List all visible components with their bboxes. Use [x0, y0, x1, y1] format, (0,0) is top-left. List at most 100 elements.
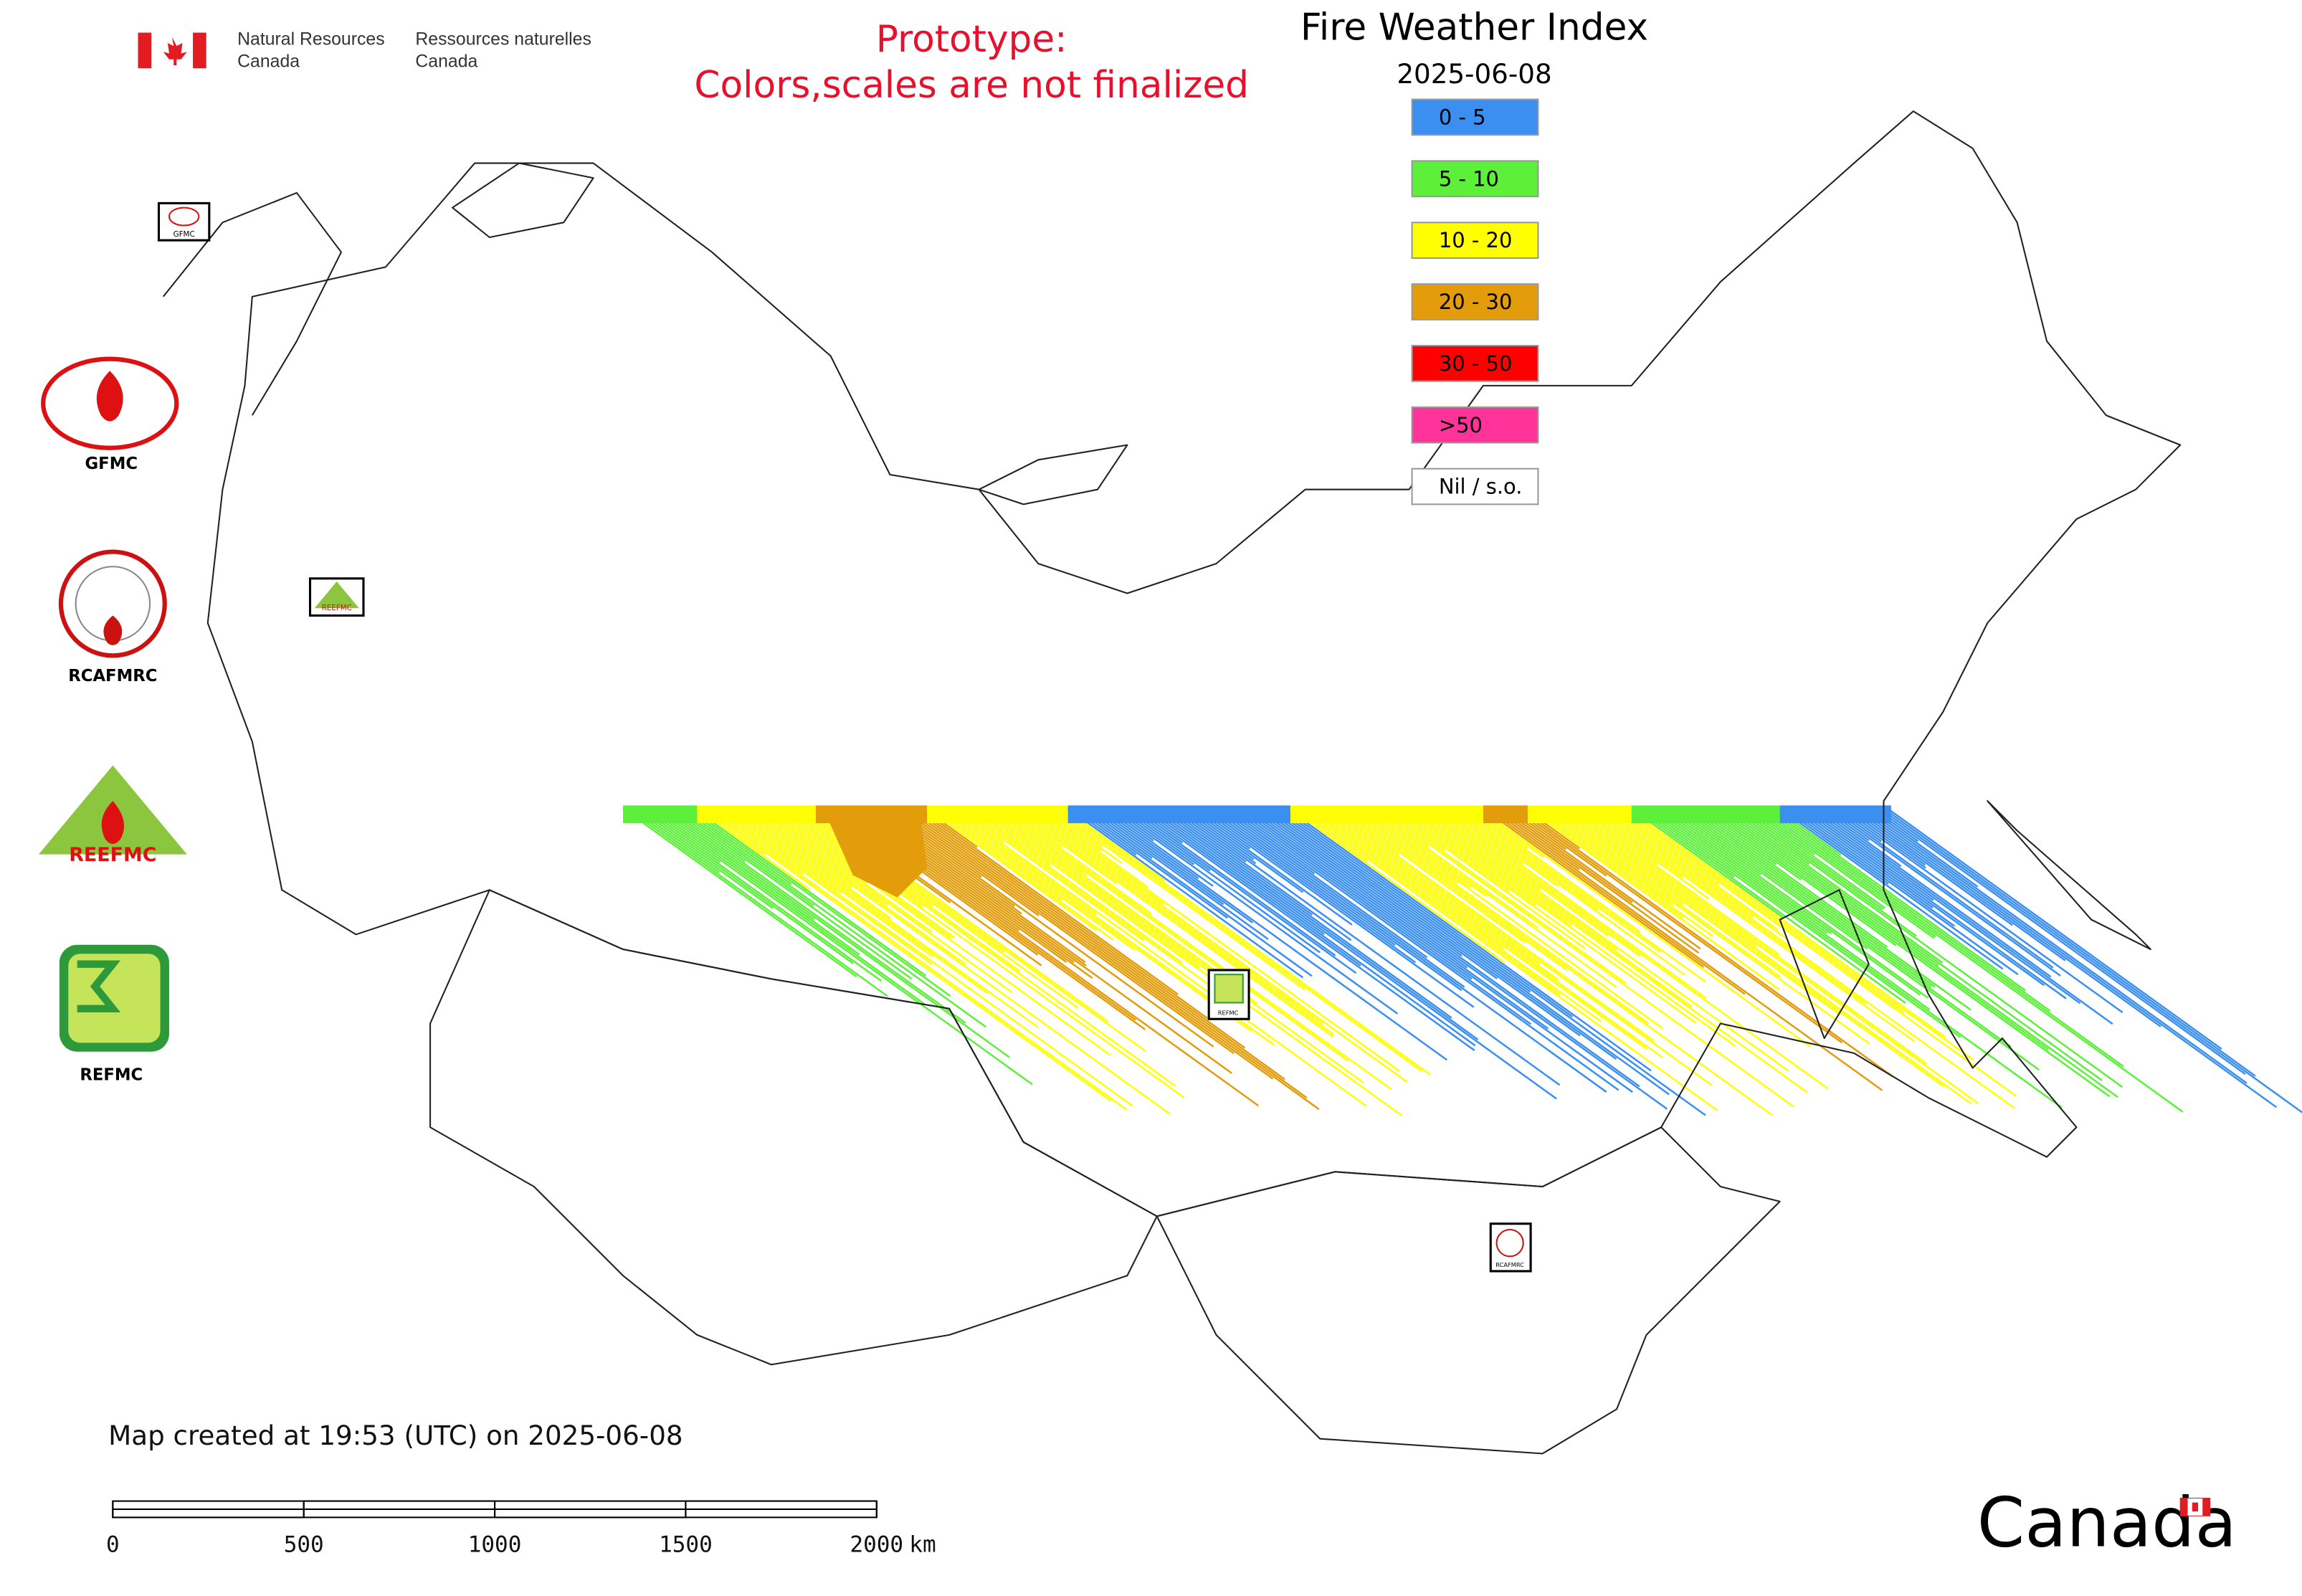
fwi-streak: [1631, 807, 1784, 918]
map-marker: REFMC: [1207, 969, 1250, 1020]
fwi-streak: [1019, 807, 1334, 1035]
fwi-streak: [893, 807, 1235, 1055]
fwi-streak: [1508, 807, 1567, 850]
fwi-streak: [971, 807, 1052, 866]
fwi-streak: [1731, 807, 1810, 865]
fwi-streak: [1579, 807, 1658, 865]
fwi-streak: [626, 807, 888, 997]
fwi-streak: [1353, 807, 1458, 884]
fwi-streak: [1397, 807, 1697, 1024]
fwi-streak: [1012, 807, 1117, 884]
fwi-streak: [1701, 807, 1802, 880]
fwi-streak: [1683, 807, 1932, 988]
marker-label: RCAFMRC: [1495, 1261, 1524, 1268]
fwi-streak: [1642, 807, 1961, 1038]
fwi-streak: [778, 807, 855, 864]
fwi-streak: [622, 807, 857, 978]
fwi-streak: [1638, 807, 1735, 878]
scale-label: 500: [284, 1532, 324, 1558]
fwi-streak: [766, 807, 1111, 1056]
fwi-streak: [1527, 807, 1780, 991]
legend-swatch: [1411, 467, 1539, 505]
fwi-streak: [1531, 807, 1685, 919]
fwi-streak: [1382, 807, 1627, 984]
legend-label: Nil / s.o.: [1439, 475, 1523, 499]
fwi-streak: [1323, 807, 1541, 965]
fwi-streak: [1404, 807, 1736, 1047]
fwi-streak: [1256, 807, 1462, 957]
fwi-streak: [1516, 807, 1843, 1044]
fwi-streak: [974, 807, 1402, 1116]
fwi-streak: [1812, 807, 2113, 1025]
fwi-streak: [1538, 807, 1673, 906]
fwi-streak: [1753, 807, 1935, 939]
fwi-streak: [700, 807, 766, 855]
fwi-streak: [1831, 807, 2054, 969]
fwi-streak: [1130, 807, 1336, 956]
fwi-streak: [1208, 807, 1462, 992]
fwi-streak: [1193, 807, 1251, 850]
fwi-streak: [1764, 807, 2124, 1068]
fwi-streak: [1300, 807, 1561, 996]
legend-swatch: [1411, 222, 1539, 260]
fwi-streak: [1779, 807, 2004, 970]
fwi-streak: [1653, 807, 1828, 934]
fwi-streak: [1089, 807, 1224, 906]
fwi-streak: [674, 807, 913, 980]
fwi-patch: [823, 808, 928, 898]
fwi-streak: [670, 807, 746, 863]
fwi-streak: [1493, 807, 1580, 870]
fwi-streak: [1230, 807, 1532, 1025]
fwi-streak: [652, 807, 926, 1005]
fwi-streak: [1067, 807, 1304, 979]
fwi-streak: [933, 807, 1062, 901]
fwi-streak: [1756, 807, 1936, 938]
fwi-streak: [993, 807, 1088, 876]
scale-segment: [112, 1508, 305, 1519]
fwi-streak: [1189, 807, 1353, 926]
fwi-streak: [1768, 807, 2051, 1012]
fwi-streak: [1497, 807, 1700, 954]
fwi-streak: [1623, 807, 1974, 1061]
fwi-streak: [663, 807, 1010, 1058]
fwi-streak: [1408, 807, 1572, 926]
fwi-streak: [1553, 807, 1841, 1016]
fwi-streak: [1816, 807, 2052, 978]
fwi-streak: [926, 807, 1097, 931]
fwi-streak: [1627, 807, 1946, 1038]
fwi-streak: [689, 807, 951, 997]
fwi-streak: [1575, 807, 1780, 956]
fwi-streak: [1123, 807, 1211, 872]
fwi-streak: [904, 807, 1308, 1099]
org-en: Natural Resources: [237, 29, 384, 49]
fwi-streak: [897, 807, 1274, 1080]
fwi-streak: [1401, 807, 1537, 906]
fwi-streak: [1468, 807, 1641, 934]
logo-rcafmrc: RCAFMRC: [58, 549, 167, 685]
fwi-streak: [1864, 807, 2248, 1084]
fwi-streak: [1078, 807, 1313, 977]
fwi-streak: [1620, 807, 1905, 1013]
legend-label: 20 - 30: [1439, 290, 1513, 314]
fwi-streak: [1027, 807, 1408, 1083]
fwi-streak: [1868, 807, 1979, 888]
fwi-streak: [1037, 807, 1148, 888]
fwi-streak: [1326, 807, 1713, 1086]
fwi-streak: [1872, 807, 1919, 842]
fwi-streak: [1739, 807, 1917, 937]
fwi-streak: [1479, 807, 1811, 1048]
fwi-streak: [1134, 807, 1184, 844]
fwi-streak: [1560, 807, 1972, 1105]
fwi-streak: [1464, 807, 1707, 983]
fwi-streak: [1875, 807, 2246, 1075]
fwi-streak: [1008, 807, 1063, 848]
fwi-streak: [1838, 807, 2123, 1014]
fwi-streak: [1675, 807, 2040, 1071]
fwi-streak: [1430, 807, 1609, 937]
fwi-streak: [900, 807, 1320, 1111]
fwi-streak: [1742, 807, 1884, 911]
fwi-streak: [1438, 807, 1829, 1090]
fwi-streak: [1297, 807, 1718, 1111]
fwi-streak: [1319, 807, 1559, 981]
fwi-streak: [1586, 807, 1684, 879]
